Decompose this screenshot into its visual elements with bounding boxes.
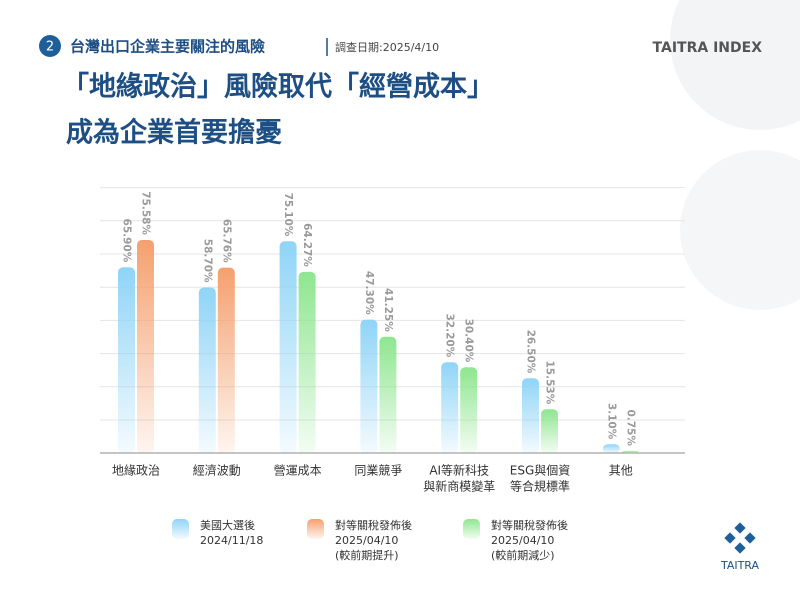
x-tick-label: 與新商模變革: [423, 479, 495, 494]
value-label: 0.75%: [624, 409, 636, 446]
value-label: 41.25%: [382, 288, 394, 332]
value-label: 58.70%: [201, 239, 213, 283]
bar: [360, 319, 378, 453]
bar: [541, 409, 558, 453]
x-tick-label: 其他: [609, 464, 633, 478]
legend-swatch: [463, 519, 480, 539]
x-tick-label: 同業競爭: [354, 463, 402, 478]
chart-title: 「地緣政治」風險取代「經營成本」: [62, 71, 494, 103]
bar: [118, 267, 135, 453]
bar: [460, 367, 478, 453]
legend-label: 2025/04/10: [335, 534, 398, 547]
value-label: 32.20%: [444, 314, 456, 358]
brand: TAITRA INDEX: [653, 40, 763, 56]
legend-label: 2024/11/18: [200, 534, 263, 547]
value-label: 65.90%: [121, 219, 133, 263]
subtitle: 台灣出口企業主要關注的風險: [70, 38, 265, 56]
value-label: 47.30%: [363, 271, 375, 315]
bar: [217, 267, 235, 453]
survey-date: 調查日期:2025/4/10: [335, 40, 439, 54]
chart-title: 成為企業首要擔憂: [66, 117, 282, 149]
legend-label: (較前期提升): [335, 548, 399, 562]
bar: [602, 444, 620, 453]
logo: [724, 522, 756, 554]
value-label: 75.10%: [282, 193, 294, 237]
bar: [522, 378, 539, 453]
value-label: 30.40%: [463, 319, 475, 363]
value-label: 26.50%: [525, 330, 537, 374]
bar: [279, 241, 297, 453]
x-tick-label: 地緣政治: [112, 464, 160, 478]
bar: [379, 336, 397, 453]
number: 2: [46, 40, 54, 55]
x-tick-label: ESG與個資: [510, 464, 571, 478]
bg-deco: [670, 0, 800, 130]
legend-label: 對等關稅發佈後: [335, 518, 412, 532]
bar: [137, 239, 154, 453]
bg-deco: [680, 150, 800, 310]
value-label: 75.58%: [140, 191, 152, 235]
x-tick-label: AI等新科技: [429, 463, 489, 478]
legend-label: (較前期減少): [491, 548, 555, 562]
legend-label: 2025/04/10: [491, 534, 554, 547]
bar: [198, 287, 216, 453]
bar: [298, 271, 316, 453]
logo-text: TAITRA: [720, 559, 760, 572]
number-badge: [39, 35, 61, 57]
bar: [621, 450, 639, 453]
x-tick-label: 等合規標準: [510, 479, 570, 494]
x-tick-label: 營運成本: [274, 464, 322, 478]
value-label: 64.27%: [301, 223, 313, 267]
legend-label: 對等關稅發佈後: [491, 518, 568, 532]
bar: [441, 362, 459, 453]
value-label: 15.53%: [544, 360, 556, 404]
x-tick-label: 經濟波動: [193, 463, 241, 478]
value-label: 65.76%: [220, 219, 232, 263]
legend-swatch: [307, 519, 324, 539]
value-label: 3.10%: [605, 403, 617, 440]
legend-label: 美國大選後: [200, 518, 255, 532]
legend-swatch: [172, 519, 189, 539]
